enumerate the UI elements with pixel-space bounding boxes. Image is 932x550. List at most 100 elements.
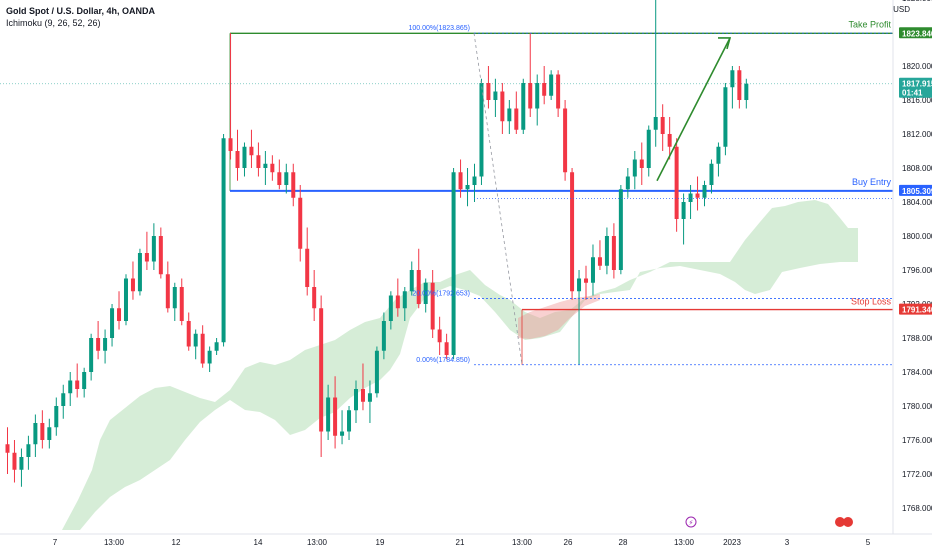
current-price-tag [899,77,932,98]
candle-body [409,270,414,292]
candle-body [54,406,59,428]
candle-bull [653,0,658,147]
cloud-green-area [62,200,858,530]
candle-bear [186,312,191,351]
candle-body [528,83,533,109]
candle-body [186,321,191,347]
candle-body [165,274,170,309]
candle-bear [416,248,421,309]
buy-entry-price-tag [899,184,932,196]
candle-bull [409,261,414,296]
candle-body [430,282,435,330]
candle-bull [326,384,331,440]
y-tick-label: 1820.000 [902,62,932,71]
take-profit-price-tag-text: 1823.846 [902,29,932,38]
candle-body [479,83,484,177]
current-price-tag-text: 1817.915 [902,80,932,89]
candle-body [695,193,700,198]
candle-bear [277,159,282,190]
lightning-icon [685,516,697,528]
candle-body [5,444,10,453]
candle-bull [702,180,707,207]
candle-bear [158,227,163,279]
candle-body [347,410,352,432]
candle-body [298,197,303,249]
candle-bull [26,435,31,470]
candle-body [465,185,470,190]
candle-body [61,393,66,406]
candle-body [437,329,442,343]
candle-body [319,308,324,432]
candle-body [158,236,163,275]
candle-bear [40,410,45,449]
candle-body [103,338,108,351]
candle-body [486,83,491,100]
candle-body [653,117,658,130]
candle-bull [716,142,721,177]
candle-bull [744,78,749,109]
candle-bear [12,440,17,483]
candle-body [514,108,519,130]
candle-bull [110,304,115,347]
fib-level-label: 100.00%(1823.865) [409,25,471,32]
buy-entry-price-tag-text: 1805.309 [902,187,932,196]
y-tick-label: 1768.000 [902,504,932,513]
candle-bear [200,325,205,368]
candle-body [584,278,589,283]
candle-body [326,397,331,432]
candle-body [702,185,707,198]
current-price-tag-countdown: 01:41 [902,89,923,98]
stop-loss-price-tag-text: 1791.340 [902,306,932,315]
candle-body [291,172,296,198]
candle-bull [61,384,66,419]
candle-body [521,83,526,130]
candle-bull [632,151,637,190]
candle-bear [319,295,324,457]
candle-bear [563,100,568,181]
candle-bear [570,168,575,300]
candle-bear [528,33,533,117]
price-axis: 1768.000 1772.000 1776.000 1780.000 1784.000… [892,0,932,534]
x-tick-label: 2023 [723,538,741,547]
trade-levels: Take Profit Buy Entry Stop Loss [0,19,893,365]
candle-bull [646,125,651,177]
candle-bull [284,163,289,194]
candle-body [354,389,358,411]
chart-legend: Gold Spot / U.S. Dollar, 4h, OANDA Ichim… [6,5,155,29]
candle-body [577,278,582,292]
candle-bear [500,83,505,134]
indicator-label[interactable]: Ichimoku (9, 26, 52, 26) [6,18,101,28]
candle-bull [402,287,407,321]
symbol-title[interactable]: Gold Spot / U.S. Dollar, 4h, OANDA [6,6,156,16]
candle-body [730,70,735,88]
candle-bear [458,159,463,198]
y-tick-label: 1796.000 [902,266,932,275]
candle-bull [688,185,693,219]
y-tick-label: 1788.000 [902,334,932,343]
candle-bull [604,227,609,275]
candle-body [137,253,142,292]
candle-body [563,108,568,173]
y-tick-label: 1800.000 [902,232,932,241]
candle-body [179,287,184,321]
candle-bear [674,138,679,232]
flag-icon [843,517,853,527]
candle-bull [263,151,268,185]
candle-bull [465,168,470,207]
candle-bull [172,282,177,321]
candle-body [82,372,87,389]
candle-bear [165,261,170,313]
y-tick-label: 1816.000 [902,96,932,105]
candle-bear [395,278,400,317]
candle-bull [479,78,484,185]
candle-bear [75,363,80,398]
candle-bear [360,363,365,411]
candle-bull [347,406,352,440]
candle-bull [625,168,630,198]
candle-bull [367,380,372,423]
candle-body [151,236,156,262]
candle-body [130,278,135,292]
candle-body [117,308,122,321]
x-tick-label: 21 [456,538,465,547]
